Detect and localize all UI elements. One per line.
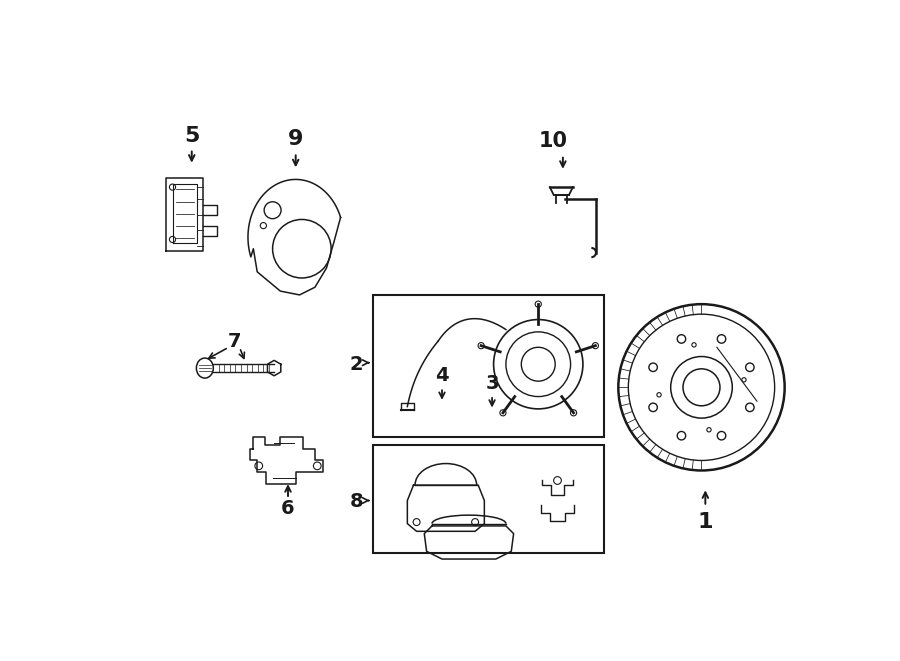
Text: 6: 6 (281, 500, 295, 518)
Text: 7: 7 (228, 332, 241, 350)
Text: 4: 4 (436, 366, 449, 385)
Text: 1: 1 (698, 512, 713, 532)
Text: 10: 10 (539, 131, 568, 151)
Text: 9: 9 (288, 130, 303, 149)
Text: 8: 8 (350, 492, 364, 511)
Text: 2: 2 (350, 355, 364, 373)
Bar (373, 445, 604, 553)
Text: 3: 3 (485, 374, 499, 393)
Bar (373, 295, 604, 438)
Text: 5: 5 (184, 126, 200, 145)
